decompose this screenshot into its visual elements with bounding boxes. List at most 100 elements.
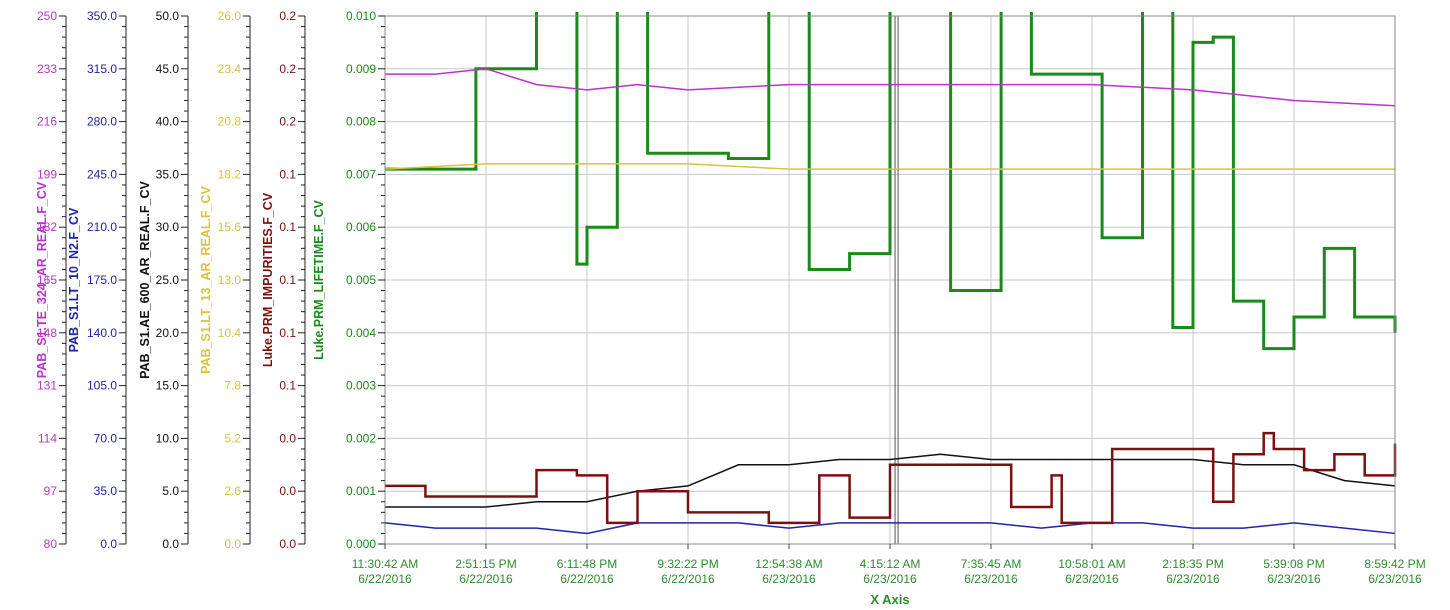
x-tick-label-time: 10:58:01 AM (1058, 557, 1125, 571)
y-tick-label: 45.0 (156, 62, 180, 76)
series-line (385, 453, 1396, 508)
x-tick-label-time: 12:54:38 AM (755, 557, 822, 571)
y-tick-label: 315.0 (87, 62, 117, 76)
y-tick-label: 25.0 (156, 273, 180, 287)
series-line (385, 522, 1396, 535)
y-tick-label: 350.0 (87, 9, 117, 23)
y-tick-label: 199 (37, 167, 57, 181)
y-tick-label: 5.0 (162, 484, 179, 498)
y-tick-label: 114 (38, 431, 57, 445)
y-tick-label: 0.2 (279, 62, 296, 76)
y-tick-label: 0.002 (346, 431, 376, 445)
y-tick-label: 0.0 (279, 431, 296, 445)
y-tick-label: 7.8 (224, 379, 241, 393)
x-tick-label-time: 4:15:12 AM (860, 557, 921, 571)
x-tick-label-date: 6/23/2016 (1267, 572, 1321, 586)
y-tick-label: 26.0 (218, 9, 242, 23)
y-tick-label: 20.0 (156, 326, 180, 340)
y-tick-label: 233 (37, 62, 57, 76)
y-tick-label: 0.001 (346, 484, 376, 498)
y-tick-label: 0.0 (279, 484, 296, 498)
y-tick-label: 0.005 (346, 273, 376, 287)
y-tick-label: 0.1 (279, 167, 296, 181)
y-tick-label: 0.004 (346, 326, 376, 340)
y-tick-label: 0.009 (346, 62, 376, 76)
y-tick-label: 280.0 (87, 115, 117, 129)
x-tick-label-date: 6/23/2016 (1065, 572, 1119, 586)
y-axis-title: Luke.PRM_LIFETIME.F_CV (312, 199, 326, 359)
y-tick-label: 131 (37, 379, 57, 393)
y-axis-title: Luke.PRM_IMPURITIES.F_CV (261, 192, 275, 367)
series-line (385, 163, 1395, 170)
x-tick-label-date: 6/23/2016 (863, 572, 917, 586)
y-tick-label: 0.010 (346, 9, 376, 23)
y-tick-label: 210.0 (87, 220, 117, 234)
x-tick-label-time: 5:39:08 PM (1263, 557, 1324, 571)
y-tick-label: 0.0 (279, 537, 296, 551)
y-axis-title: PAB_S1.TE_324_AR_REAL.F_CV (35, 181, 49, 378)
y-tick-label: 0.2 (279, 9, 296, 23)
y-tick-label: 0.0 (224, 537, 241, 551)
y-tick-label: 80 (44, 537, 58, 551)
y-tick-label: 0.007 (346, 167, 376, 181)
series-line (385, 68, 1396, 107)
y-tick-label: 18.2 (218, 167, 242, 181)
y-tick-label: 105.0 (87, 379, 117, 393)
x-tick-label-time: 8:59:42 PM (1364, 557, 1425, 571)
x-tick-label-date: 6/22/2016 (661, 572, 715, 586)
x-tick-label-date: 6/23/2016 (762, 572, 816, 586)
x-tick-label-date: 6/23/2016 (1166, 572, 1220, 586)
y-tick-label: 216 (37, 115, 57, 129)
y-tick-label: 165 (37, 273, 57, 287)
x-tick-label-date: 6/23/2016 (1368, 572, 1422, 586)
y-tick-label: 10.4 (218, 326, 242, 340)
x-tick-label-time: 6:11:48 PM (557, 557, 617, 571)
y-tick-label: 0.0 (100, 537, 117, 551)
series-line (385, 431, 1397, 525)
x-tick-label-time: 11:30:42 AM (352, 557, 419, 571)
y-tick-label: 2.6 (224, 484, 241, 498)
x-tick-label-date: 6/22/2016 (560, 572, 614, 586)
y-tick-label: 0.0 (162, 537, 179, 551)
x-tick-label-time: 2:18:35 PM (1162, 557, 1223, 571)
y-tick-label: 0.1 (279, 379, 296, 393)
y-tick-label: 0.003 (346, 379, 376, 393)
y-tick-label: 0.1 (279, 326, 296, 340)
y-tick-label: 0.2 (279, 115, 296, 129)
y-tick-label: 40.0 (156, 115, 180, 129)
y-axis-title: PAB_S1.LT_13_AR_REAL.F_CV (199, 185, 213, 373)
y-tick-label: 0.000 (346, 537, 376, 551)
x-tick-label-date: 6/22/2016 (459, 572, 513, 586)
y-tick-label: 97 (44, 484, 58, 498)
x-axis-title: X Axis (870, 592, 909, 607)
y-tick-label: 250 (37, 9, 57, 23)
y-tick-label: 148 (37, 326, 57, 340)
x-tick-label-date: 6/23/2016 (964, 572, 1018, 586)
series-line (385, 12, 1397, 351)
y-tick-label: 0.1 (279, 220, 296, 234)
y-tick-label: 140.0 (87, 326, 117, 340)
y-tick-label: 35.0 (94, 484, 118, 498)
x-tick-label-time: 2:51:15 PM (455, 557, 516, 571)
y-tick-label: 175.0 (87, 273, 117, 287)
y-tick-label: 50.0 (156, 9, 180, 23)
y-tick-label: 182 (37, 220, 57, 234)
y-tick-label: 0.1 (279, 273, 296, 287)
y-tick-label: 35.0 (156, 167, 180, 181)
y-tick-label: 20.8 (218, 115, 242, 129)
y-tick-label: 15.6 (218, 220, 242, 234)
x-tick-label-time: 9:32:22 PM (657, 557, 718, 571)
x-tick-label-time: 7:35:45 AM (961, 557, 1022, 571)
y-tick-label: 70.0 (94, 431, 118, 445)
y-tick-label: 245.0 (87, 167, 117, 181)
y-tick-label: 0.008 (346, 115, 376, 129)
y-tick-label: 0.006 (346, 220, 376, 234)
y-axis-title: PAB_S1.LT_10_N2.F_CV (67, 207, 81, 352)
y-tick-label: 13.0 (218, 273, 242, 287)
x-tick-label-date: 6/22/2016 (358, 572, 412, 586)
y-axis-title: PAB_S1.AE_600_AR_REAL.F_CV (138, 180, 152, 378)
y-tick-label: 23.4 (218, 62, 242, 76)
y-tick-label: 15.0 (156, 379, 180, 393)
y-tick-label: 30.0 (156, 220, 180, 234)
